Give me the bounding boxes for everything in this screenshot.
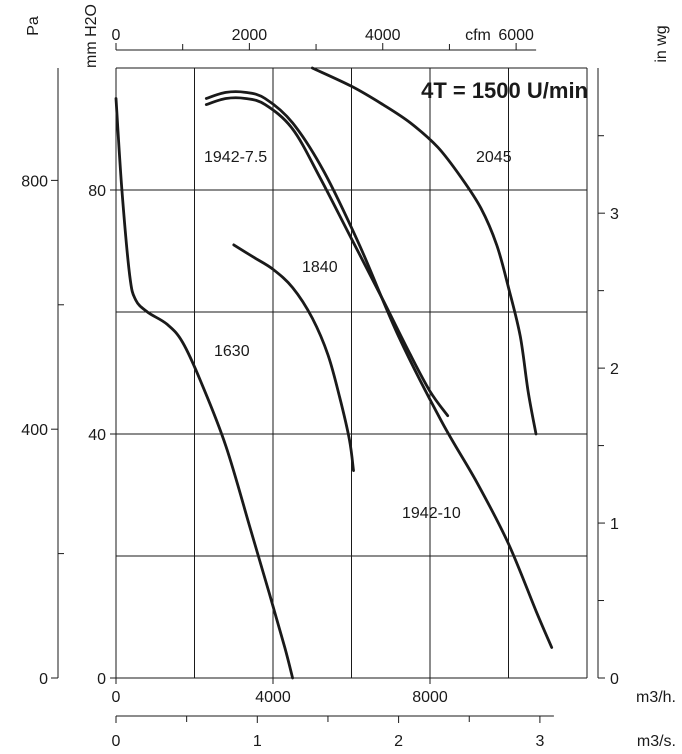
inwg-axis-unit: in wg: [653, 25, 670, 62]
m3s-axis-unit: m3/s.: [637, 733, 676, 750]
curve-label-1840: 1840: [302, 259, 338, 276]
curves-group: [114, 66, 554, 680]
inwg-tick-label: 0: [610, 671, 619, 688]
pa-tick-label: 800: [21, 173, 48, 190]
cfm-tick-label: 4000: [365, 27, 401, 44]
m3h-tick-label: 0: [112, 689, 121, 706]
m3s-tick-label: 3: [535, 733, 544, 750]
m3s-tick-label: 1: [253, 733, 262, 750]
inwg-tick-label: 2: [610, 361, 619, 378]
curve-label-1942-7-5: 1942-7.5: [204, 149, 267, 166]
cfm-tick-label: 0: [112, 27, 121, 44]
mmh2o-tick-label: 0: [97, 671, 106, 688]
cfm-axis-unit: cfm: [465, 27, 491, 44]
mmh2o-tick-label: 80: [88, 183, 106, 200]
cfm-tick-label: 6000: [498, 27, 534, 44]
mmh2o-tick-label: 40: [88, 427, 106, 444]
pa-axis-unit: Pa: [25, 16, 42, 36]
pa-tick-label: 400: [21, 422, 48, 439]
mmh2o-axis-unit: mm H2O: [83, 4, 100, 68]
m3s-tick-label: 2: [394, 733, 403, 750]
chart-title: 4T = 1500 U/min: [421, 78, 588, 103]
curve-1840: [232, 243, 355, 472]
inwg-tick-label: 3: [610, 206, 619, 223]
curve-1942-7-5: [204, 96, 450, 418]
curve-2045: [310, 66, 538, 436]
m3h-axis-unit: m3/h.: [636, 689, 676, 706]
inwg-tick-label: 1: [610, 516, 619, 533]
pa-tick-label: 0: [39, 671, 48, 688]
cfm-tick-label: 2000: [232, 27, 268, 44]
curve-label-1630: 1630: [214, 343, 250, 360]
curve-1630: [114, 97, 294, 680]
m3h-tick-label: 8000: [412, 689, 448, 706]
m3s-tick-label: 0: [112, 733, 121, 750]
m3h-tick-label: 4000: [255, 689, 291, 706]
labels-group: 1630 1840 1942-7.5 1942-10 2045: [204, 149, 512, 522]
curve-1942-10: [204, 90, 554, 649]
curve-label-2045: 2045: [476, 149, 512, 166]
axes-group: 0 400 800 Pa 0 40 80 mm H2O 0 1 2 3 in wg 0 2000 4000 60…: [21, 4, 676, 750]
curve-label-1942-10: 1942-10: [402, 505, 461, 522]
plot-grid: [115, 67, 588, 679]
